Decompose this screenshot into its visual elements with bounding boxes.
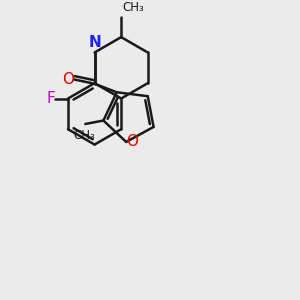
- Text: F: F: [46, 91, 55, 106]
- Text: N: N: [88, 35, 101, 50]
- Text: CH₃: CH₃: [73, 129, 95, 142]
- Text: O: O: [126, 134, 138, 149]
- Text: CH₃: CH₃: [123, 2, 144, 14]
- Text: O: O: [62, 72, 74, 87]
